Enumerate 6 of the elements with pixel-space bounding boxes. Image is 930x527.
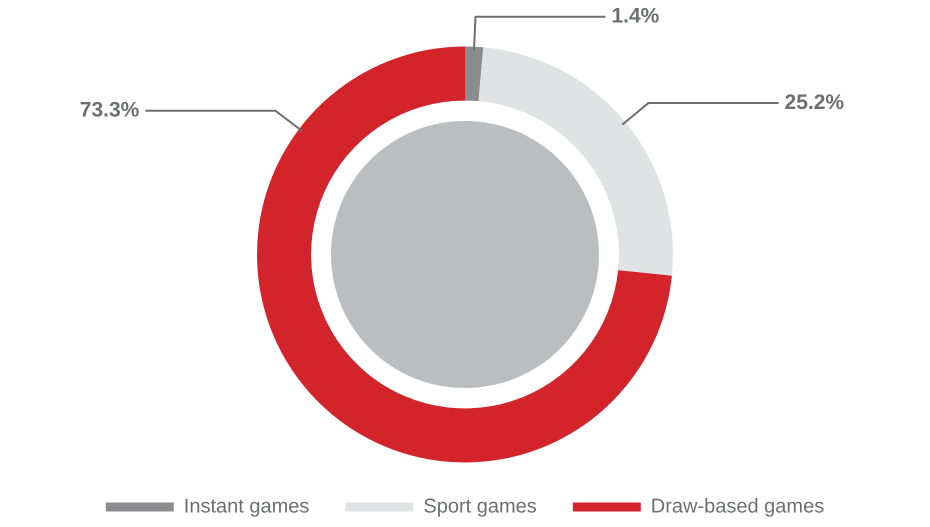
legend-label: Sport games xyxy=(423,496,537,518)
legend-label: Draw-based games xyxy=(650,496,824,518)
data-label: 73.3% xyxy=(80,98,140,122)
data-label: 25.2% xyxy=(784,90,844,114)
legend-label: Instant games xyxy=(184,496,310,518)
data-label: 1.4% xyxy=(611,4,660,28)
